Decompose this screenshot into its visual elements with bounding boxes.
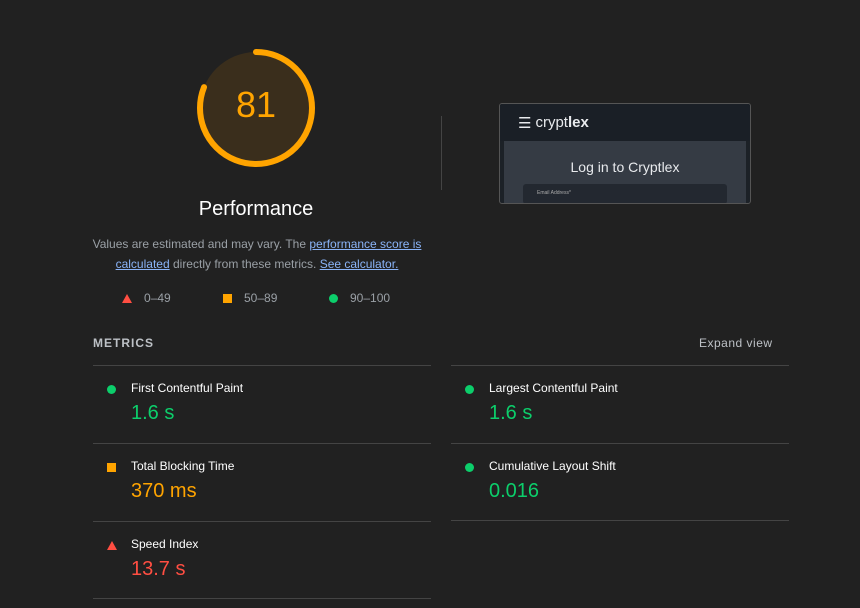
desc-text: Values are estimated and may vary. The	[92, 237, 310, 251]
divider	[93, 598, 431, 599]
final-screenshot[interactable]: ☰ crypt lex Log in to Cryptlex Email Addres…	[499, 103, 751, 204]
performance-score-link[interactable]: performance score is calculated	[115, 237, 422, 271]
metrics-heading: METRICS	[93, 336, 154, 350]
category-title: Performance	[198, 198, 314, 220]
metric-value: 1.6 s	[131, 402, 175, 424]
legend-label: 50–89	[244, 291, 278, 305]
circle-icon	[107, 385, 116, 394]
legend-pass: 90–100	[329, 291, 390, 305]
metric-cumulative-layout-shift: Cumulative Layout Shift 0.016	[451, 443, 789, 522]
metric-name: Largest Contentful Paint	[489, 381, 618, 395]
metric-total-blocking-time: Total Blocking Time 370 ms	[93, 443, 431, 522]
metric-name: Total Blocking Time	[131, 459, 235, 473]
desc-text: directly from these metrics.	[169, 257, 320, 271]
login-heading: Log in to Cryptlex	[570, 159, 680, 175]
performance-gauge	[197, 49, 315, 167]
triangle-icon	[122, 293, 132, 303]
circle-icon	[329, 293, 338, 303]
circle-icon	[465, 385, 474, 394]
square-icon	[107, 463, 116, 472]
square-icon	[223, 293, 232, 303]
metric-name: Speed Index	[131, 537, 199, 551]
metric-value: 0.016	[489, 480, 540, 502]
brand-light: crypt	[535, 114, 568, 131]
metric-largest-contentful-paint: Largest Contentful Paint 1.6 s	[451, 365, 789, 444]
legend-average: 50–89	[223, 291, 277, 305]
legend-fail: 0–49	[122, 291, 171, 305]
score-description: Values are estimated and may vary. The p…	[90, 234, 424, 274]
thumbnail-header: ☰ crypt lex	[500, 104, 750, 141]
brand-bold: lex	[567, 114, 589, 131]
see-calculator-link[interactable]: See calculator.	[319, 257, 399, 271]
metric-value: 13.7 s	[131, 558, 186, 580]
metric-value: 370 ms	[131, 480, 197, 502]
triangle-icon	[107, 541, 117, 550]
divider	[441, 116, 442, 190]
email-field-label: Email Address*	[523, 184, 727, 203]
metric-first-contentful-paint: First Contentful Paint 1.6 s	[93, 365, 431, 444]
cryptlex-logo-icon: ☰	[518, 114, 532, 132]
gauge-arc	[197, 49, 315, 167]
metric-name: Cumulative Layout Shift	[489, 459, 616, 473]
metric-value: 1.6 s	[489, 402, 533, 424]
performance-score: 81	[235, 84, 277, 125]
divider	[451, 520, 789, 521]
metric-speed-index: Speed Index 13.7 s	[93, 521, 431, 600]
legend-label: 90–100	[350, 291, 391, 305]
expand-view-button[interactable]: Expand view	[699, 336, 773, 350]
legend-label: 0–49	[144, 291, 171, 305]
circle-icon	[465, 463, 474, 472]
metric-name: First Contentful Paint	[131, 381, 244, 395]
